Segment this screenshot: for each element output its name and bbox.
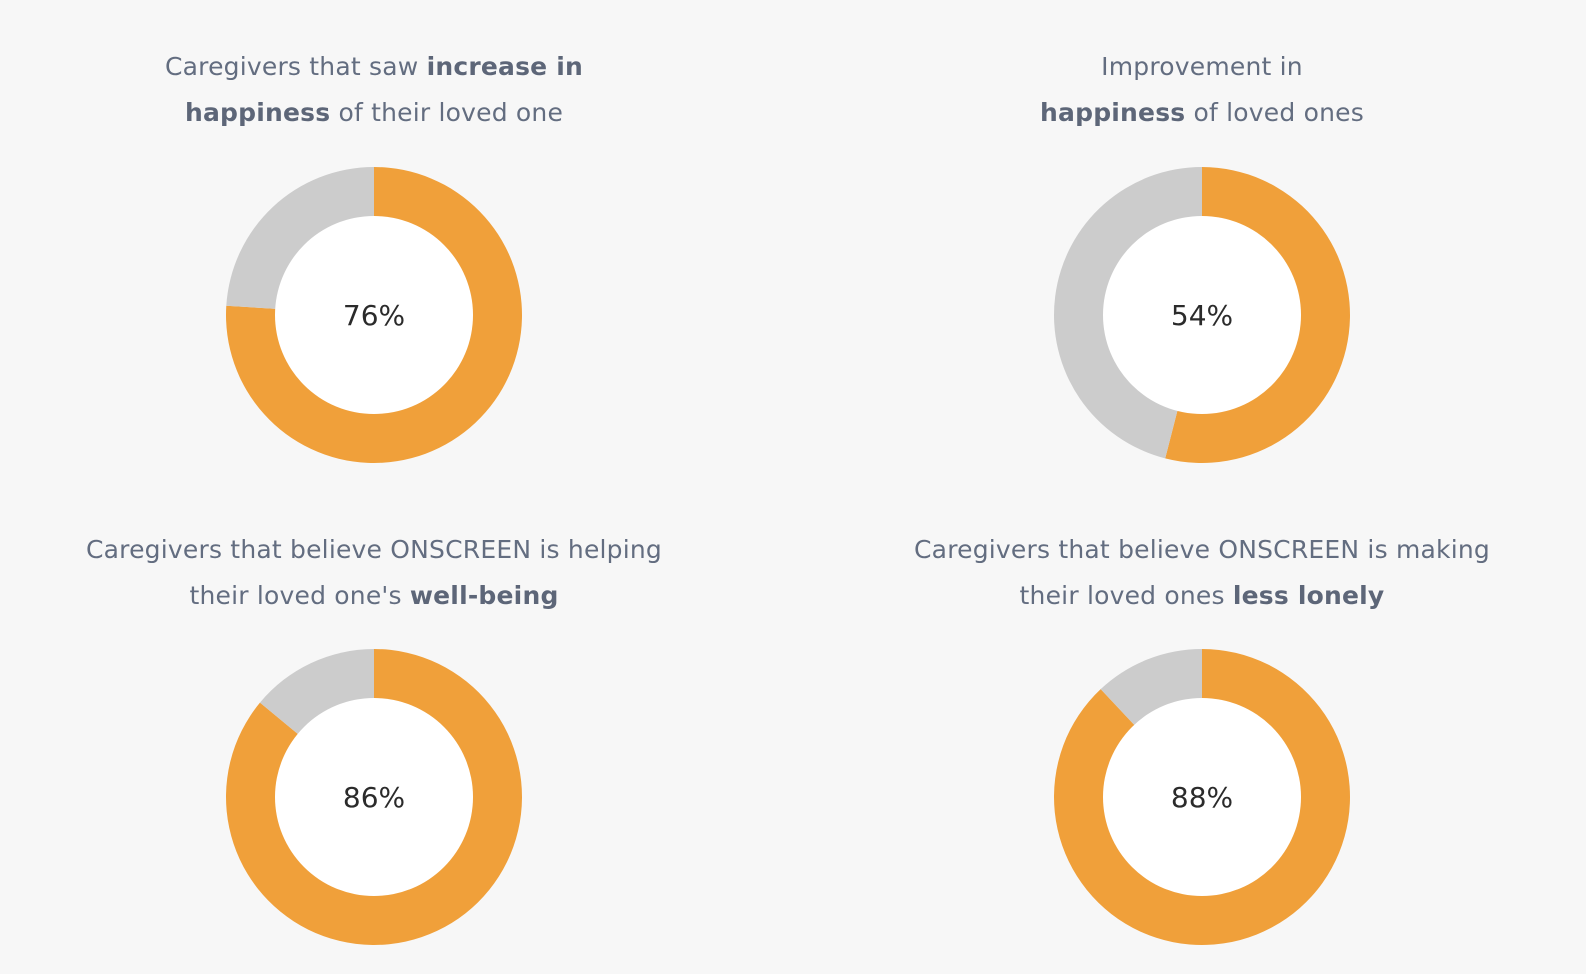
title-emphasis: happiness [1040, 98, 1186, 127]
chart-title: Caregivers that believe ONSCREEN is maki… [852, 527, 1552, 619]
title-emphasis: happiness [184, 98, 331, 127]
title-text: Caregivers that believe ONSCREEN is help… [85, 535, 663, 564]
title-emphasis: increase in [426, 52, 584, 81]
donut-chart: 76% [226, 167, 522, 463]
title-text: their loved one's [189, 581, 410, 610]
donut-hole [1103, 216, 1301, 414]
donut-chart: 86% [225, 649, 522, 945]
donut-chart: 88% [1054, 649, 1350, 945]
title-emphasis: well-being [409, 581, 559, 610]
percentage-label: 76% [343, 299, 405, 332]
title-text: of loved ones [1185, 98, 1364, 127]
title-text: of their loved one [330, 98, 564, 127]
chart-title: Caregivers that saw increase in happiness… [24, 44, 724, 136]
title-emphasis: less lonely [1232, 581, 1385, 610]
title-text: Caregivers that saw [164, 52, 427, 81]
chart-title: Caregivers that believe ONSCREEN is help… [24, 527, 724, 619]
title-text: their loved ones [1019, 581, 1233, 610]
title-text: Caregivers that believe ONSCREEN is maki… [914, 535, 1490, 564]
donut-hole [1103, 698, 1301, 896]
percentage-label: 54% [1171, 299, 1233, 332]
donut-hole [275, 698, 473, 896]
percentage-label: 86% [343, 781, 405, 814]
chart-title: Improvement in happiness of loved ones [852, 44, 1552, 136]
donut-hole [275, 216, 473, 414]
title-text: Improvement in [1101, 52, 1303, 81]
donut-chart: 54% [1054, 167, 1350, 463]
percentage-label: 88% [1171, 781, 1233, 814]
